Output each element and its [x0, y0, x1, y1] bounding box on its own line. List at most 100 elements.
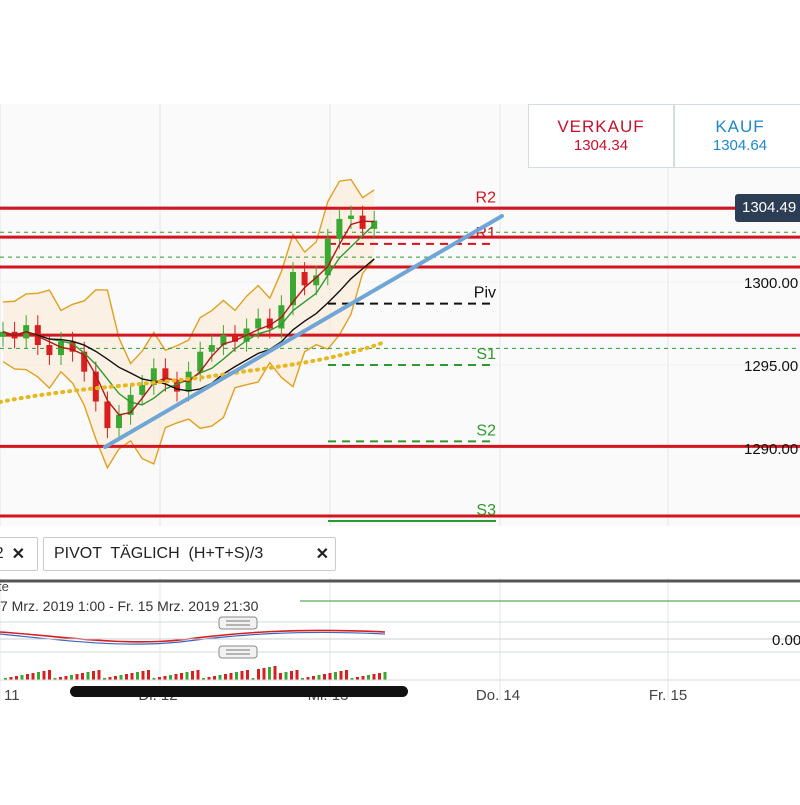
volume-bar [20, 675, 24, 680]
current-price-badge: 1304.49 [735, 194, 800, 222]
volume-bar [383, 672, 387, 680]
volume-bar [119, 675, 123, 680]
volume-bar [141, 671, 145, 680]
volume-bar [224, 674, 227, 680]
candle-body [162, 368, 169, 382]
volume-bar [125, 674, 128, 680]
oscillator-red-line [0, 629, 386, 643]
volume-bar [367, 675, 370, 680]
candle-body [127, 394, 134, 415]
candle-body [208, 345, 215, 352]
volume-bar [103, 678, 106, 680]
candle-body [81, 351, 88, 372]
volume-bar [174, 674, 178, 680]
volume-bar [273, 666, 277, 680]
candle-body [266, 318, 273, 329]
volume-bar [350, 678, 354, 680]
pivot-indicator-tab[interactable]: PIVOT TÄGLICH (H+T+S)/3 ✕ [43, 537, 336, 571]
volume-bar [75, 674, 79, 680]
volume-bar [345, 670, 348, 680]
pivot-label-s2: S2 [476, 422, 496, 439]
volume-bar [317, 675, 321, 680]
candle-body [220, 335, 227, 346]
volume-bar [262, 668, 266, 680]
candle-body [174, 381, 180, 392]
volume-bar [372, 674, 376, 680]
volume-bar [361, 676, 365, 680]
panel-resize-handle [218, 616, 258, 630]
candle-body [232, 335, 238, 342]
pivot-label-piv: Piv [474, 285, 496, 302]
candle-body [58, 341, 64, 356]
date-range-label: 7 Mrz. 2019 1:00 - Fr. 15 Mrz. 2019 21:3… [0, 598, 259, 614]
volume-bar [180, 673, 183, 680]
y-tick-label: 1290.00 [744, 441, 798, 458]
volume-bar [37, 672, 40, 680]
candle-body [301, 272, 308, 286]
indicator-tab-label: 2 [0, 545, 4, 563]
volume-bar [268, 667, 271, 680]
volume-bar [235, 672, 238, 680]
candle-body [313, 275, 320, 286]
candle-body [116, 414, 122, 429]
volume-bar [26, 674, 29, 680]
volume-bar [15, 676, 18, 680]
volume-bar [207, 677, 211, 680]
y-tick-label: 1300.00 [744, 275, 798, 292]
indicator-tab-partial[interactable]: 2 ✕ [0, 537, 38, 571]
candle-body [336, 218, 343, 239]
volume-bar [59, 677, 62, 680]
volume-bar [213, 676, 216, 680]
close-icon[interactable]: ✕ [315, 546, 329, 563]
panel-resize-handle [218, 645, 258, 659]
volume-bar [323, 674, 326, 680]
candle-body [197, 351, 204, 372]
volume-bar [70, 675, 73, 680]
volume-bar [251, 678, 255, 680]
candle-body [150, 368, 157, 385]
close-icon[interactable]: ✕ [11, 546, 25, 563]
volume-bar [301, 678, 304, 680]
volume-bar [306, 677, 310, 680]
volume-bar [147, 670, 150, 680]
volume-bar [246, 670, 249, 680]
volume-bar [169, 675, 172, 680]
volume-bar [334, 672, 337, 680]
x-tick-label: Fr. 15 [649, 687, 687, 704]
overlay-lines [0, 214, 504, 449]
volume-bar [108, 677, 112, 680]
volume-bar [229, 673, 233, 680]
y-tick-label: 1295.00 [744, 358, 798, 375]
volume-bar [279, 673, 282, 680]
oscillator-value: 0.00 [772, 632, 800, 649]
volume-bar [284, 672, 288, 680]
candle-body [290, 272, 296, 306]
volume-bar [163, 676, 167, 680]
oscillator-blue-line [0, 631, 386, 645]
buy-price-panel[interactable]: KAUF 1304.64 [674, 104, 800, 168]
volume-bar [86, 672, 90, 680]
pivot-label-s1: S1 [476, 346, 496, 363]
volume-bar [4, 678, 7, 680]
volume-bar [81, 673, 84, 680]
volume-bar [339, 671, 343, 680]
bollinger-upper [2, 178, 375, 365]
volume-bar [290, 671, 293, 680]
volume-bar [295, 670, 299, 680]
trendline [103, 214, 504, 449]
pivot-label-s3: S3 [476, 502, 496, 519]
sell-label: VERKAUF [557, 117, 645, 136]
volume-bar [31, 673, 35, 680]
volume-bar [136, 672, 139, 680]
volume-bar [158, 677, 161, 680]
volume-bar [257, 669, 260, 680]
candle-body [69, 341, 76, 352]
candle-body [0, 331, 6, 337]
candle-body [324, 238, 331, 276]
scroll-indicator-bar [70, 686, 408, 697]
volume-bar [240, 671, 244, 680]
subpanel-title-cut: te [0, 579, 9, 594]
sell-price-panel[interactable]: VERKAUF 1304.34 [528, 104, 674, 168]
volume-bar [53, 678, 57, 680]
